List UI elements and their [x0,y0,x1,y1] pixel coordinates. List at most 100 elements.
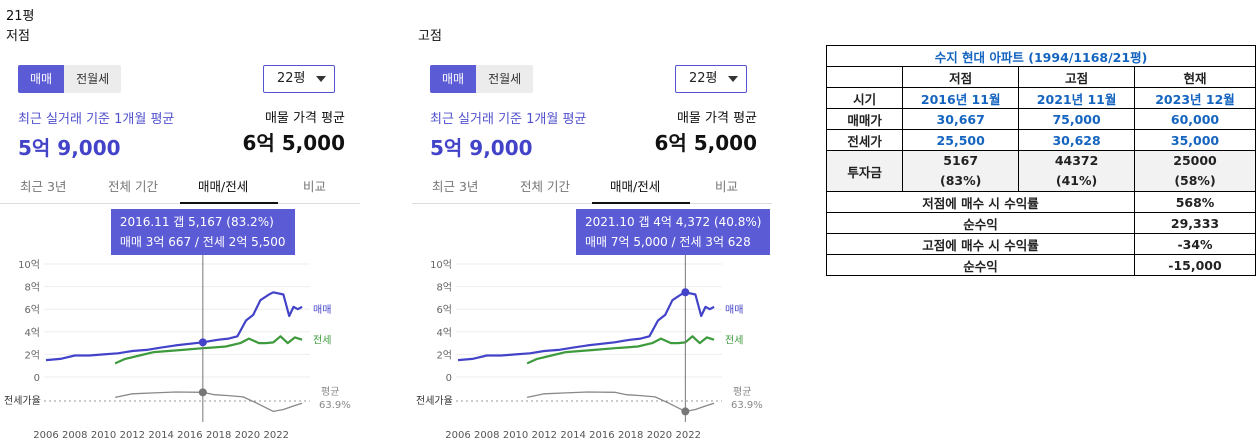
y-tick-label: 8억 [24,282,40,294]
ratio-average-label: 평균 [733,386,751,398]
jeonse-price-line [526,335,715,365]
row-label: 시기 [825,87,904,109]
recent-deal-label: 최근 실거래 기준 1개월 평균 [18,112,175,127]
summary-label: 저점에 매수 시 수익률 [825,191,1136,213]
tooltip-gap-line: 2021.10 갭 4억 4,372 (40.8%) [585,215,762,229]
tab-all-period[interactable]: 전체 기간 [520,179,570,194]
period-tabs: 최근 3년 전체 기간 매매/전세 비교 [0,169,360,204]
summary-row: 순수익 -15,000 [825,254,1256,276]
x-tick-label: 2012 [120,430,145,441]
ratio-highlight-point [681,407,690,416]
tab-sale-jeonse[interactable]: 매매/전세 [198,179,249,194]
listing-avg-label: 매물 가격 평균 [264,111,345,126]
cell: 5167 (83%) [902,150,1020,192]
ratio-average-value: 63.9% [731,400,763,411]
y-tick-label: 0 [34,373,40,384]
rent-toggle-button[interactable]: 전월세 [76,72,110,86]
sale-price-line [45,291,303,362]
tooltip-gap-line: 2016.11 갭 5,167 (83.2%) [119,215,274,229]
tab-compare[interactable]: 비교 [715,179,739,194]
listing-avg-value: 6억 5,000 [242,131,345,155]
x-tick-label: 2010 [91,430,116,441]
jeonse-ratio-line [526,391,715,413]
header-cell-empty [825,66,904,88]
summary-row: 고점에 매수 시 수익률 -34% [825,233,1256,255]
cell: 2016년 11월 [902,87,1020,109]
tooltip-price-line: 매매 7억 5,000 / 전세 3억 628 [585,235,751,249]
ratio-axis-label: 전세가율 [4,395,41,407]
deal-type-toggle: 매매 전월세 [18,65,122,93]
rent-toggle-button[interactable]: 전월세 [488,72,522,86]
x-tick-label: 2018 [618,430,643,441]
listing-avg-value: 6억 5,000 [654,131,757,155]
summary-value: -15,000 [1134,254,1256,276]
table-header-row: 저점 고점 현재 [825,66,1256,88]
table-row: 투자금 5167 (83%) 44372 (41%) 25000 (58%) [825,150,1256,192]
summary-label: 순수익 [825,212,1136,234]
table-row: 매매가 30,667 75,000 60,000 [825,108,1256,130]
tab-recent-3y[interactable]: 최근 3년 [20,179,67,194]
header-cell-now: 현재 [1134,66,1256,88]
cell: 30,667 [902,108,1020,130]
x-tick-label: 2022 [263,430,288,441]
jeonse-series-label: 전세 [313,335,331,347]
size-dropdown[interactable]: 22평 [675,65,747,93]
y-tick-label: 4억 [436,327,452,339]
table-row: 시기 2016년 11월 2021년 11월 2023년 12월 [825,87,1256,109]
x-tick-label: 2008 [62,430,87,441]
sale-highlight-point [681,288,690,297]
low-point-label: 저점 [6,29,30,44]
ratio-average-label: 평균 [321,386,339,398]
cell: 44372 (41%) [1018,150,1136,192]
chevron-down-icon [316,76,326,82]
x-tick-label: 2008 [474,430,499,441]
cell: 25,500 [902,129,1020,151]
tooltip-price-line: 매매 3억 667 / 전세 2억 5,500 [119,235,286,249]
summary-value: 29,333 [1134,212,1256,234]
size-dropdown[interactable]: 22평 [263,65,335,93]
size-dropdown-value: 22평 [277,71,306,86]
y-tick-label: 10억 [18,259,40,271]
tab-recent-3y[interactable]: 최근 3년 [432,179,479,194]
summary-row: 순수익 29,333 [825,212,1256,234]
hover-tooltip: 2016.11 갭 5,167 (83.2%) 매매 3억 667 / 전세 2억… [110,209,295,255]
table-title: 수지 현대 아파트 (1994/1168/21평) [826,45,1256,67]
summary-value: -34% [1134,233,1256,255]
chevron-down-icon [728,76,738,82]
ratio-average-value: 63.9% [319,400,351,411]
cell: 30,628 [1018,129,1136,151]
x-tick-label: 2014 [148,430,173,441]
x-tick-label: 2018 [206,430,231,441]
cell: 60,000 [1134,108,1256,130]
y-tick-label: 4억 [24,327,40,339]
header-cell-low: 저점 [902,66,1020,88]
x-tick-label: 2016 [589,430,614,441]
cell: 75,000 [1018,108,1136,130]
period-tabs: 최근 3년 전체 기간 매매/전세 비교 [412,169,772,204]
summary-row: 저점에 매수 시 수익률 568% [825,191,1256,213]
recent-deal-value: 5억 9,000 [18,136,121,160]
y-tick-label: 6억 [436,304,452,316]
y-tick-label: 6억 [24,304,40,316]
x-tick-label: 2006 [33,430,58,441]
sale-series-label: 매매 [313,304,331,316]
sale-toggle-button[interactable]: 매매 [430,65,477,93]
table-row: 전세가 25,500 30,628 35,000 [825,129,1256,151]
tab-sale-jeonse[interactable]: 매매/전세 [610,179,661,194]
investment-summary-table: 수지 현대 아파트 (1994/1168/21평) 저점 고점 현재 시기 20… [825,45,1256,276]
cell: 2021년 11월 [1018,87,1136,109]
x-tick-label: 2010 [503,430,528,441]
recent-deal-label: 최근 실거래 기준 1개월 평균 [430,112,587,127]
tab-all-period[interactable]: 전체 기간 [108,179,158,194]
summary-label: 고점에 매수 시 수익률 [825,233,1136,255]
high-point-label: 고점 [418,29,442,44]
x-tick-label: 2006 [445,430,470,441]
sale-toggle-button[interactable]: 매매 [18,65,65,93]
tab-compare[interactable]: 비교 [303,179,327,194]
size-label: 21평 [6,9,35,24]
jeonse-ratio-line [114,391,303,413]
summary-label: 순수익 [825,254,1136,276]
listing-avg-label: 매물 가격 평균 [676,111,757,126]
y-tick-label: 10억 [430,259,452,271]
